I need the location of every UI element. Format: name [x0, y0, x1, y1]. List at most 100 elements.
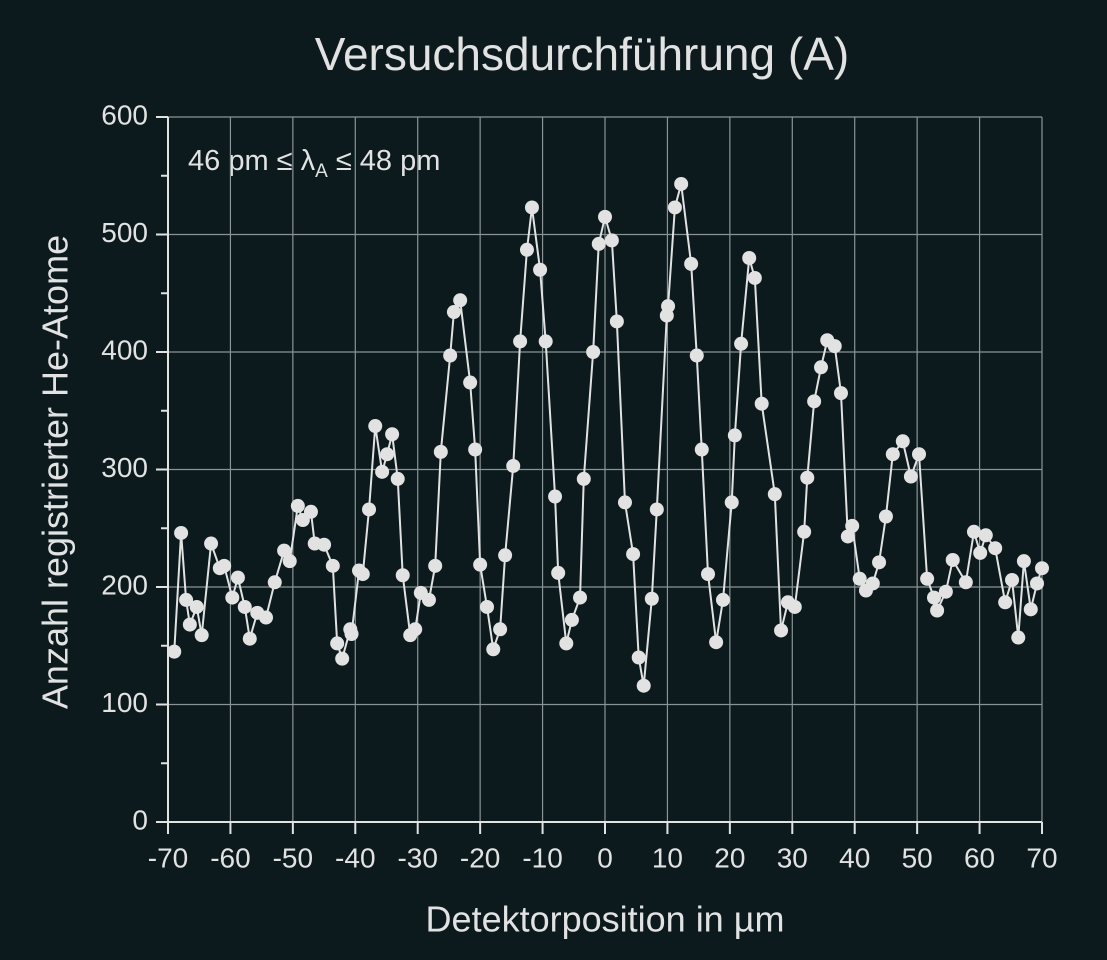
data-point	[428, 558, 443, 573]
data-point	[754, 396, 769, 411]
data-point	[277, 543, 292, 558]
data-point	[872, 555, 887, 570]
data-point	[446, 305, 461, 320]
data-point	[903, 469, 918, 484]
x-tick-label: -10	[522, 842, 562, 873]
data-point	[958, 575, 973, 590]
data-point	[609, 314, 624, 329]
data-point	[845, 518, 860, 533]
data-point	[421, 592, 436, 607]
data-point	[747, 270, 762, 285]
data-line	[173, 183, 1043, 686]
data-point	[767, 487, 782, 502]
data-point	[626, 547, 641, 562]
data-point	[878, 509, 893, 524]
y-tick-label: 500	[101, 217, 148, 248]
data-point	[945, 552, 960, 567]
x-tick-label: -70	[148, 842, 188, 873]
data-point	[885, 447, 900, 462]
data-point	[787, 599, 802, 614]
x-tick-label: -20	[460, 842, 500, 873]
x-tick-label: 10	[652, 842, 683, 873]
data-point	[344, 627, 359, 641]
data-point	[463, 375, 478, 390]
data-point	[513, 334, 528, 349]
data-point	[362, 502, 377, 517]
data-point	[800, 470, 815, 485]
data-point	[840, 529, 855, 544]
data-point	[267, 575, 282, 590]
data-point	[644, 591, 659, 606]
x-tick-label: -60	[210, 842, 250, 873]
data-point	[694, 442, 709, 457]
data-point	[926, 590, 941, 605]
x-tick-label: 20	[714, 842, 745, 873]
data-point	[978, 528, 993, 543]
data-point	[604, 233, 619, 248]
y-axis-label: Anzahl registrierter He-Atome	[35, 235, 76, 709]
data-point	[724, 495, 739, 510]
data-point	[998, 595, 1013, 610]
data-point	[576, 471, 591, 486]
data-point	[774, 623, 789, 638]
annotation-subscript: A	[315, 161, 328, 182]
data-point	[1011, 630, 1026, 645]
data-point	[674, 176, 689, 191]
data-point	[174, 525, 189, 540]
data-point	[667, 200, 682, 215]
y-tick-label: 300	[101, 452, 148, 483]
x-tick-label: -50	[273, 842, 313, 873]
data-point	[631, 650, 646, 665]
data-point	[797, 524, 812, 539]
data-point	[727, 428, 742, 443]
y-tick-label: 0	[132, 804, 148, 835]
data-point	[242, 631, 257, 646]
data-point	[701, 567, 716, 582]
data-point	[617, 495, 632, 510]
x-axis-label: Detektorposition in µm	[426, 899, 785, 940]
data-point	[524, 200, 539, 215]
data-point	[573, 590, 588, 605]
data-point	[355, 567, 370, 582]
data-point	[335, 651, 350, 666]
data-point	[938, 584, 953, 599]
data-point	[230, 570, 245, 585]
data-point	[493, 622, 508, 637]
data-point	[282, 554, 297, 569]
data-point	[966, 524, 981, 539]
data-point	[852, 571, 867, 586]
data-point	[742, 251, 757, 265]
data-point	[433, 444, 448, 459]
data-point	[182, 617, 197, 632]
data-point	[920, 571, 935, 586]
x-tick-label: -40	[335, 842, 375, 873]
data-point	[453, 293, 468, 308]
x-tick-label: 70	[1026, 842, 1057, 873]
y-tick-label: 400	[101, 334, 148, 365]
data-point	[559, 636, 574, 651]
x-tick-label: 50	[902, 842, 933, 873]
data-point	[988, 541, 1003, 556]
data-point	[1005, 572, 1020, 587]
data-point	[1023, 602, 1038, 617]
annotation-text: 46 pm ≤ λ	[188, 145, 316, 177]
data-point	[375, 464, 390, 479]
y-tick-label: 600	[101, 99, 148, 130]
data-point	[1030, 576, 1045, 591]
data-point	[317, 537, 332, 552]
data-point	[715, 592, 730, 607]
data-point	[865, 576, 880, 591]
data-point	[204, 536, 219, 551]
data-point	[895, 434, 910, 449]
data-point	[290, 498, 305, 513]
y-tick-label: 100	[101, 687, 148, 718]
data-point	[380, 447, 395, 462]
data-point	[564, 612, 579, 627]
data-point	[684, 256, 699, 271]
data-point	[833, 386, 848, 401]
data-point	[586, 345, 601, 359]
data-point	[217, 558, 232, 573]
annotation-text: ≤ 48 pm	[336, 145, 441, 177]
data-point	[538, 334, 553, 349]
